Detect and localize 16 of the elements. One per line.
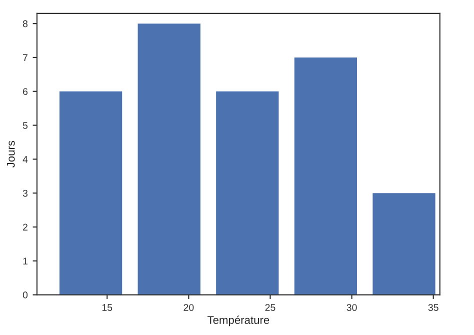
x-axis-title: Température bbox=[207, 316, 270, 326]
x-tick-label: 35 bbox=[428, 304, 438, 311]
y-tick-label: 4 bbox=[22, 156, 28, 163]
x-tick-label: 20 bbox=[184, 304, 194, 311]
y-tick-label: 5 bbox=[22, 122, 28, 129]
y-tick-label: 6 bbox=[23, 88, 28, 95]
y-tick-label: 8 bbox=[22, 20, 28, 28]
y-tick-label: 0 bbox=[22, 292, 28, 298]
y-tick-label: 3 bbox=[22, 190, 28, 197]
y-tick-label: 1 bbox=[23, 258, 28, 264]
y-axis-title: Jours bbox=[7, 140, 15, 168]
y-tick-label: 7 bbox=[23, 54, 28, 61]
x-tick-label: 30 bbox=[346, 304, 357, 311]
x-tick-label: 15 bbox=[102, 304, 112, 311]
x-tick-label: 25 bbox=[265, 304, 276, 311]
y-tick-label: 2 bbox=[23, 224, 28, 231]
